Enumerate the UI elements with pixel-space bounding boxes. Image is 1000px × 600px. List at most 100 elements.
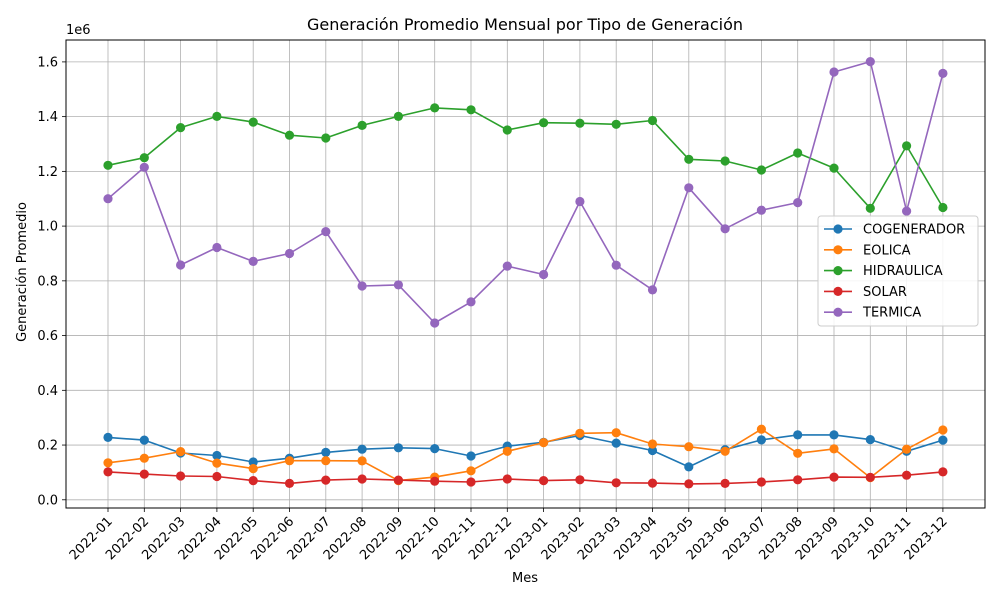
data-point: [212, 450, 222, 461]
data-point: [539, 438, 549, 448]
data-point: [829, 430, 839, 440]
data-point: [284, 478, 295, 488]
data-point: [393, 443, 403, 453]
y-tick-label: 0.2: [37, 439, 58, 454]
data-point: [647, 115, 658, 126]
legend-item: TERMICA: [824, 306, 921, 321]
series-line: [107, 471, 943, 485]
data-point: [865, 472, 875, 482]
series-solar: [103, 467, 948, 489]
y-tick-label: 1.0: [37, 220, 58, 235]
legend-label: COGENERADOR: [863, 223, 965, 238]
data-point: [430, 476, 440, 486]
data-point: [647, 478, 658, 488]
series-line: [107, 428, 944, 482]
y-tick-label: 1.4: [37, 110, 58, 125]
data-point: [829, 163, 839, 173]
series-termica: [103, 57, 948, 328]
data-point: [829, 67, 839, 77]
legend-item: SOLAR: [824, 285, 907, 300]
data-point: [139, 162, 149, 172]
data-point: [357, 281, 367, 291]
data-point: [647, 285, 658, 295]
data-point: [902, 444, 912, 454]
series-eolica: [103, 424, 948, 486]
chart-title: Generación Promedio Mensual por Tipo de …: [307, 15, 743, 34]
legend-label: SOLAR: [863, 285, 907, 300]
data-point: [611, 478, 621, 488]
data-point: [357, 474, 367, 484]
series-line: [107, 60, 944, 324]
y-tick-label: 1.2: [37, 165, 58, 180]
data-point: [284, 248, 295, 259]
data-point: [902, 470, 912, 480]
data-point: [139, 435, 149, 445]
data-point: [611, 428, 621, 438]
y-tick-label: 0.6: [37, 329, 58, 344]
data-point: [647, 445, 658, 456]
data-point: [176, 447, 186, 457]
data-point: [575, 196, 585, 207]
data-point: [720, 478, 730, 488]
data-point: [720, 446, 730, 456]
data-point: [321, 133, 331, 143]
data-point: [938, 202, 948, 213]
data-point: [684, 154, 694, 164]
data-point: [103, 432, 113, 442]
x-axis-title: Mes: [512, 571, 538, 586]
data-point: [393, 280, 403, 290]
legend-marker: [833, 286, 843, 296]
data-point: [756, 477, 767, 487]
data-point: [684, 479, 694, 489]
legend-marker: [833, 245, 843, 255]
data-point: [176, 260, 186, 270]
data-point: [212, 111, 222, 121]
data-point: [321, 447, 331, 457]
data-point: [248, 464, 258, 474]
data-point: [647, 439, 658, 449]
legend-marker: [833, 266, 843, 276]
data-point: [466, 105, 476, 115]
data-point: [539, 269, 549, 280]
data-point: [539, 476, 549, 486]
data-point: [430, 103, 440, 113]
data-point: [176, 471, 186, 481]
y-axis-title: Generación Promedio: [15, 202, 30, 342]
legend-item: COGENERADOR: [824, 223, 965, 238]
data-point: [793, 148, 803, 158]
data-point: [248, 476, 258, 486]
data-point: [502, 125, 512, 135]
legend-label: TERMICA: [862, 306, 921, 321]
data-point: [865, 435, 875, 445]
data-point: [321, 227, 331, 237]
y-tick-label: 0.0: [37, 493, 58, 508]
y-tick-label: 0.8: [37, 274, 58, 289]
data-point: [321, 475, 331, 485]
data-point: [829, 444, 839, 454]
data-point: [139, 153, 149, 163]
data-point: [393, 475, 403, 485]
series-hidraulica: [103, 103, 948, 213]
legend-item: HIDRAULICA: [824, 264, 943, 279]
data-point: [793, 448, 803, 458]
data-point: [357, 444, 367, 454]
data-point: [103, 194, 113, 204]
legend-marker: [833, 224, 843, 234]
y-scale-label: 1e6: [66, 23, 91, 38]
data-point: [684, 183, 694, 193]
data-point: [248, 256, 258, 266]
legend-marker: [833, 307, 843, 317]
data-point: [756, 165, 767, 175]
data-point: [756, 435, 767, 445]
data-point: [756, 424, 767, 434]
ticks: 2022-012022-022022-032022-042022-052022-…: [37, 55, 950, 563]
data-point: [212, 458, 222, 468]
data-point: [720, 224, 730, 234]
data-point: [611, 260, 621, 270]
series-layer: [103, 57, 948, 489]
legend-label: HIDRAULICA: [863, 264, 943, 279]
data-point: [139, 453, 149, 463]
data-point: [248, 117, 258, 127]
